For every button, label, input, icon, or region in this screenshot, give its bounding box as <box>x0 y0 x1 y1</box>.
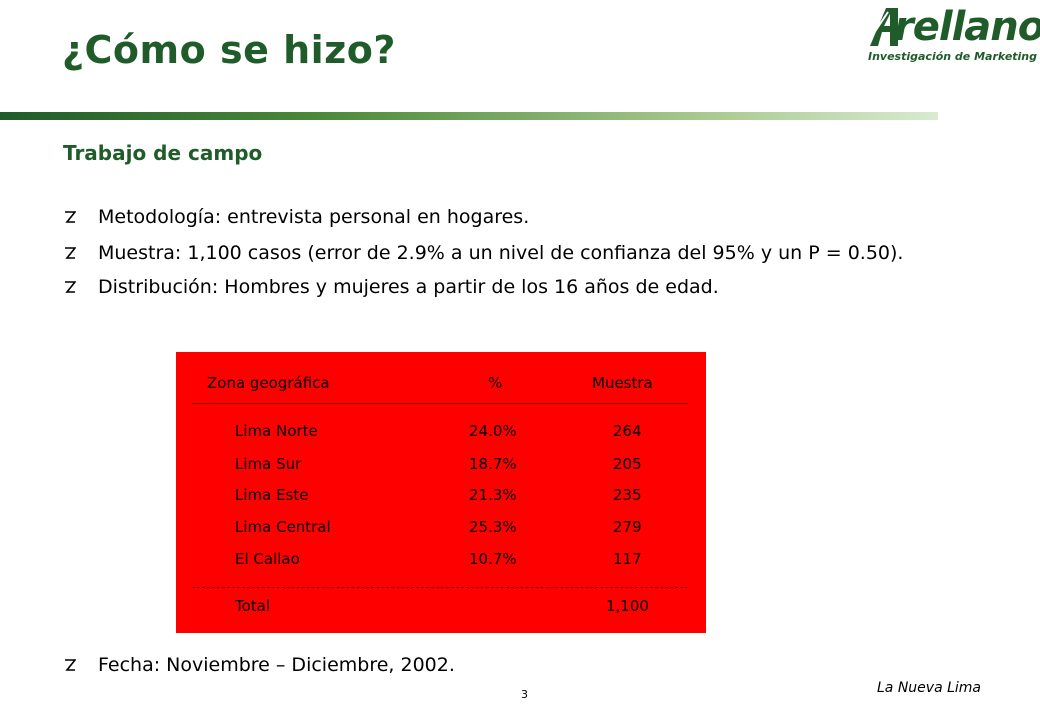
logo-tagline: Investigación de Marketing <box>868 50 1038 63</box>
table-header-divider <box>192 403 688 404</box>
table-cell-muestra: 264 <box>613 422 642 440</box>
page-title: ¿Cómo se hizo? <box>62 28 396 72</box>
table-cell-pct: 24.0% <box>469 422 517 440</box>
footer-brand: La Nueva Lima <box>877 680 982 696</box>
bullet-item: Fecha: Noviembre – Diciembre, 2002. <box>64 652 664 678</box>
bullet-text: Distribución: Hombres y mujeres a partir… <box>98 276 719 298</box>
header-rule <box>0 112 938 120</box>
table-total-label: Total <box>235 597 271 615</box>
logo-wordmark: rellano <box>894 4 1040 50</box>
page-number: 3 <box>521 688 528 701</box>
bullet-item: Distribución: Hombres y mujeres a partir… <box>64 274 980 300</box>
table-cell-zona: Lima Norte <box>235 422 318 440</box>
table-cell-pct: 25.3% <box>469 518 517 536</box>
table-cell-zona: Lima Este <box>235 486 309 504</box>
bullet-text: Metodología: entrevista personal en hoga… <box>98 206 530 228</box>
table-header-zona: Zona geográfica <box>207 374 330 392</box>
table-cell-zona: Lima Central <box>235 518 331 536</box>
bullet-mark-icon <box>65 211 76 223</box>
bullet-mark-icon <box>65 247 76 259</box>
table-cell-zona: Lima Sur <box>235 455 302 473</box>
table-total-divider <box>192 587 688 588</box>
table-cell-muestra: 205 <box>613 455 642 473</box>
bullet-item-fecha: Fecha: Noviembre – Diciembre, 2002. <box>64 652 664 678</box>
bullet-text: Muestra: 1,100 casos (error de 2.9% a un… <box>98 242 904 264</box>
table-cell-muestra: 117 <box>613 550 642 568</box>
table-cell-pct: 10.7% <box>469 550 517 568</box>
table-cell-pct: 21.3% <box>469 486 517 504</box>
section-subtitle: Trabajo de campo <box>63 141 263 165</box>
table-cell-pct: 18.7% <box>469 455 517 473</box>
table-cell-zona: El Callao <box>235 550 300 568</box>
bullet-text: Fecha: Noviembre – Diciembre, 2002. <box>98 654 455 676</box>
arellano-logo: rellano Investigación de Marketing <box>868 4 1040 68</box>
table-header-pct: % <box>488 374 503 392</box>
table-total-muestra: 1,100 <box>606 597 649 615</box>
table-cell-muestra: 235 <box>613 486 642 504</box>
bullet-item: Metodología: entrevista personal en hoga… <box>64 204 980 230</box>
bullet-item: Muestra: 1,100 casos (error de 2.9% a un… <box>64 240 980 266</box>
sample-table: Zona geográfica % Muestra Lima Norte 24.… <box>176 352 706 633</box>
logo-a-mark-icon <box>870 8 898 46</box>
table-cell-muestra: 279 <box>613 518 642 536</box>
table-header-muestra: Muestra <box>592 374 653 392</box>
bullet-mark-icon <box>65 659 76 671</box>
bullet-list: Metodología: entrevista personal en hoga… <box>64 204 980 300</box>
bullet-mark-icon <box>65 281 76 293</box>
